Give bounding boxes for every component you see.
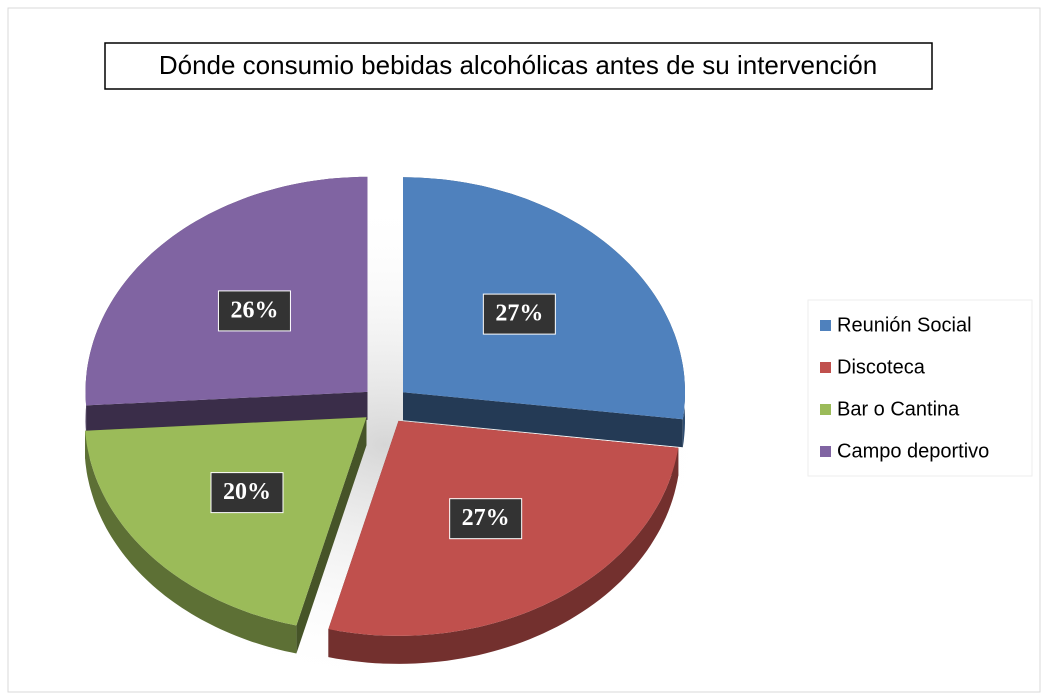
slice-top — [85, 417, 367, 626]
legend-swatch — [820, 446, 831, 457]
pie: 27% 27% 20% 26% — [85, 176, 685, 664]
legend-label: Bar o Cantina — [837, 398, 960, 420]
data-label-box — [449, 498, 523, 540]
legend-swatch — [820, 362, 831, 373]
legend-box — [807, 299, 1033, 477]
legend-swatch — [820, 320, 831, 331]
data-label: 26% — [230, 297, 278, 323]
data-label: 27% — [495, 301, 543, 327]
legend-swatch — [820, 404, 831, 415]
data-label-box — [210, 472, 284, 514]
data-label-box — [482, 293, 556, 335]
legend: Reunión Social Discoteca Bar o Cantina Camp… — [820, 314, 989, 462]
data-label-box — [217, 290, 291, 332]
title-box — [104, 42, 933, 90]
data-label: 27% — [462, 505, 510, 531]
legend-label: Discoteca — [837, 356, 926, 378]
slice-wall — [85, 430, 297, 654]
slice-wall — [328, 447, 679, 664]
pie-slice — [85, 417, 367, 654]
slice-side — [296, 417, 367, 654]
data-label: 20% — [223, 479, 271, 505]
chart-title: Dónde consumio bebidas alcohólicas antes… — [159, 50, 877, 80]
legend-label: Campo deportivo — [837, 440, 989, 462]
slice-side — [403, 392, 683, 448]
legend-label: Reunión Social — [837, 314, 972, 336]
